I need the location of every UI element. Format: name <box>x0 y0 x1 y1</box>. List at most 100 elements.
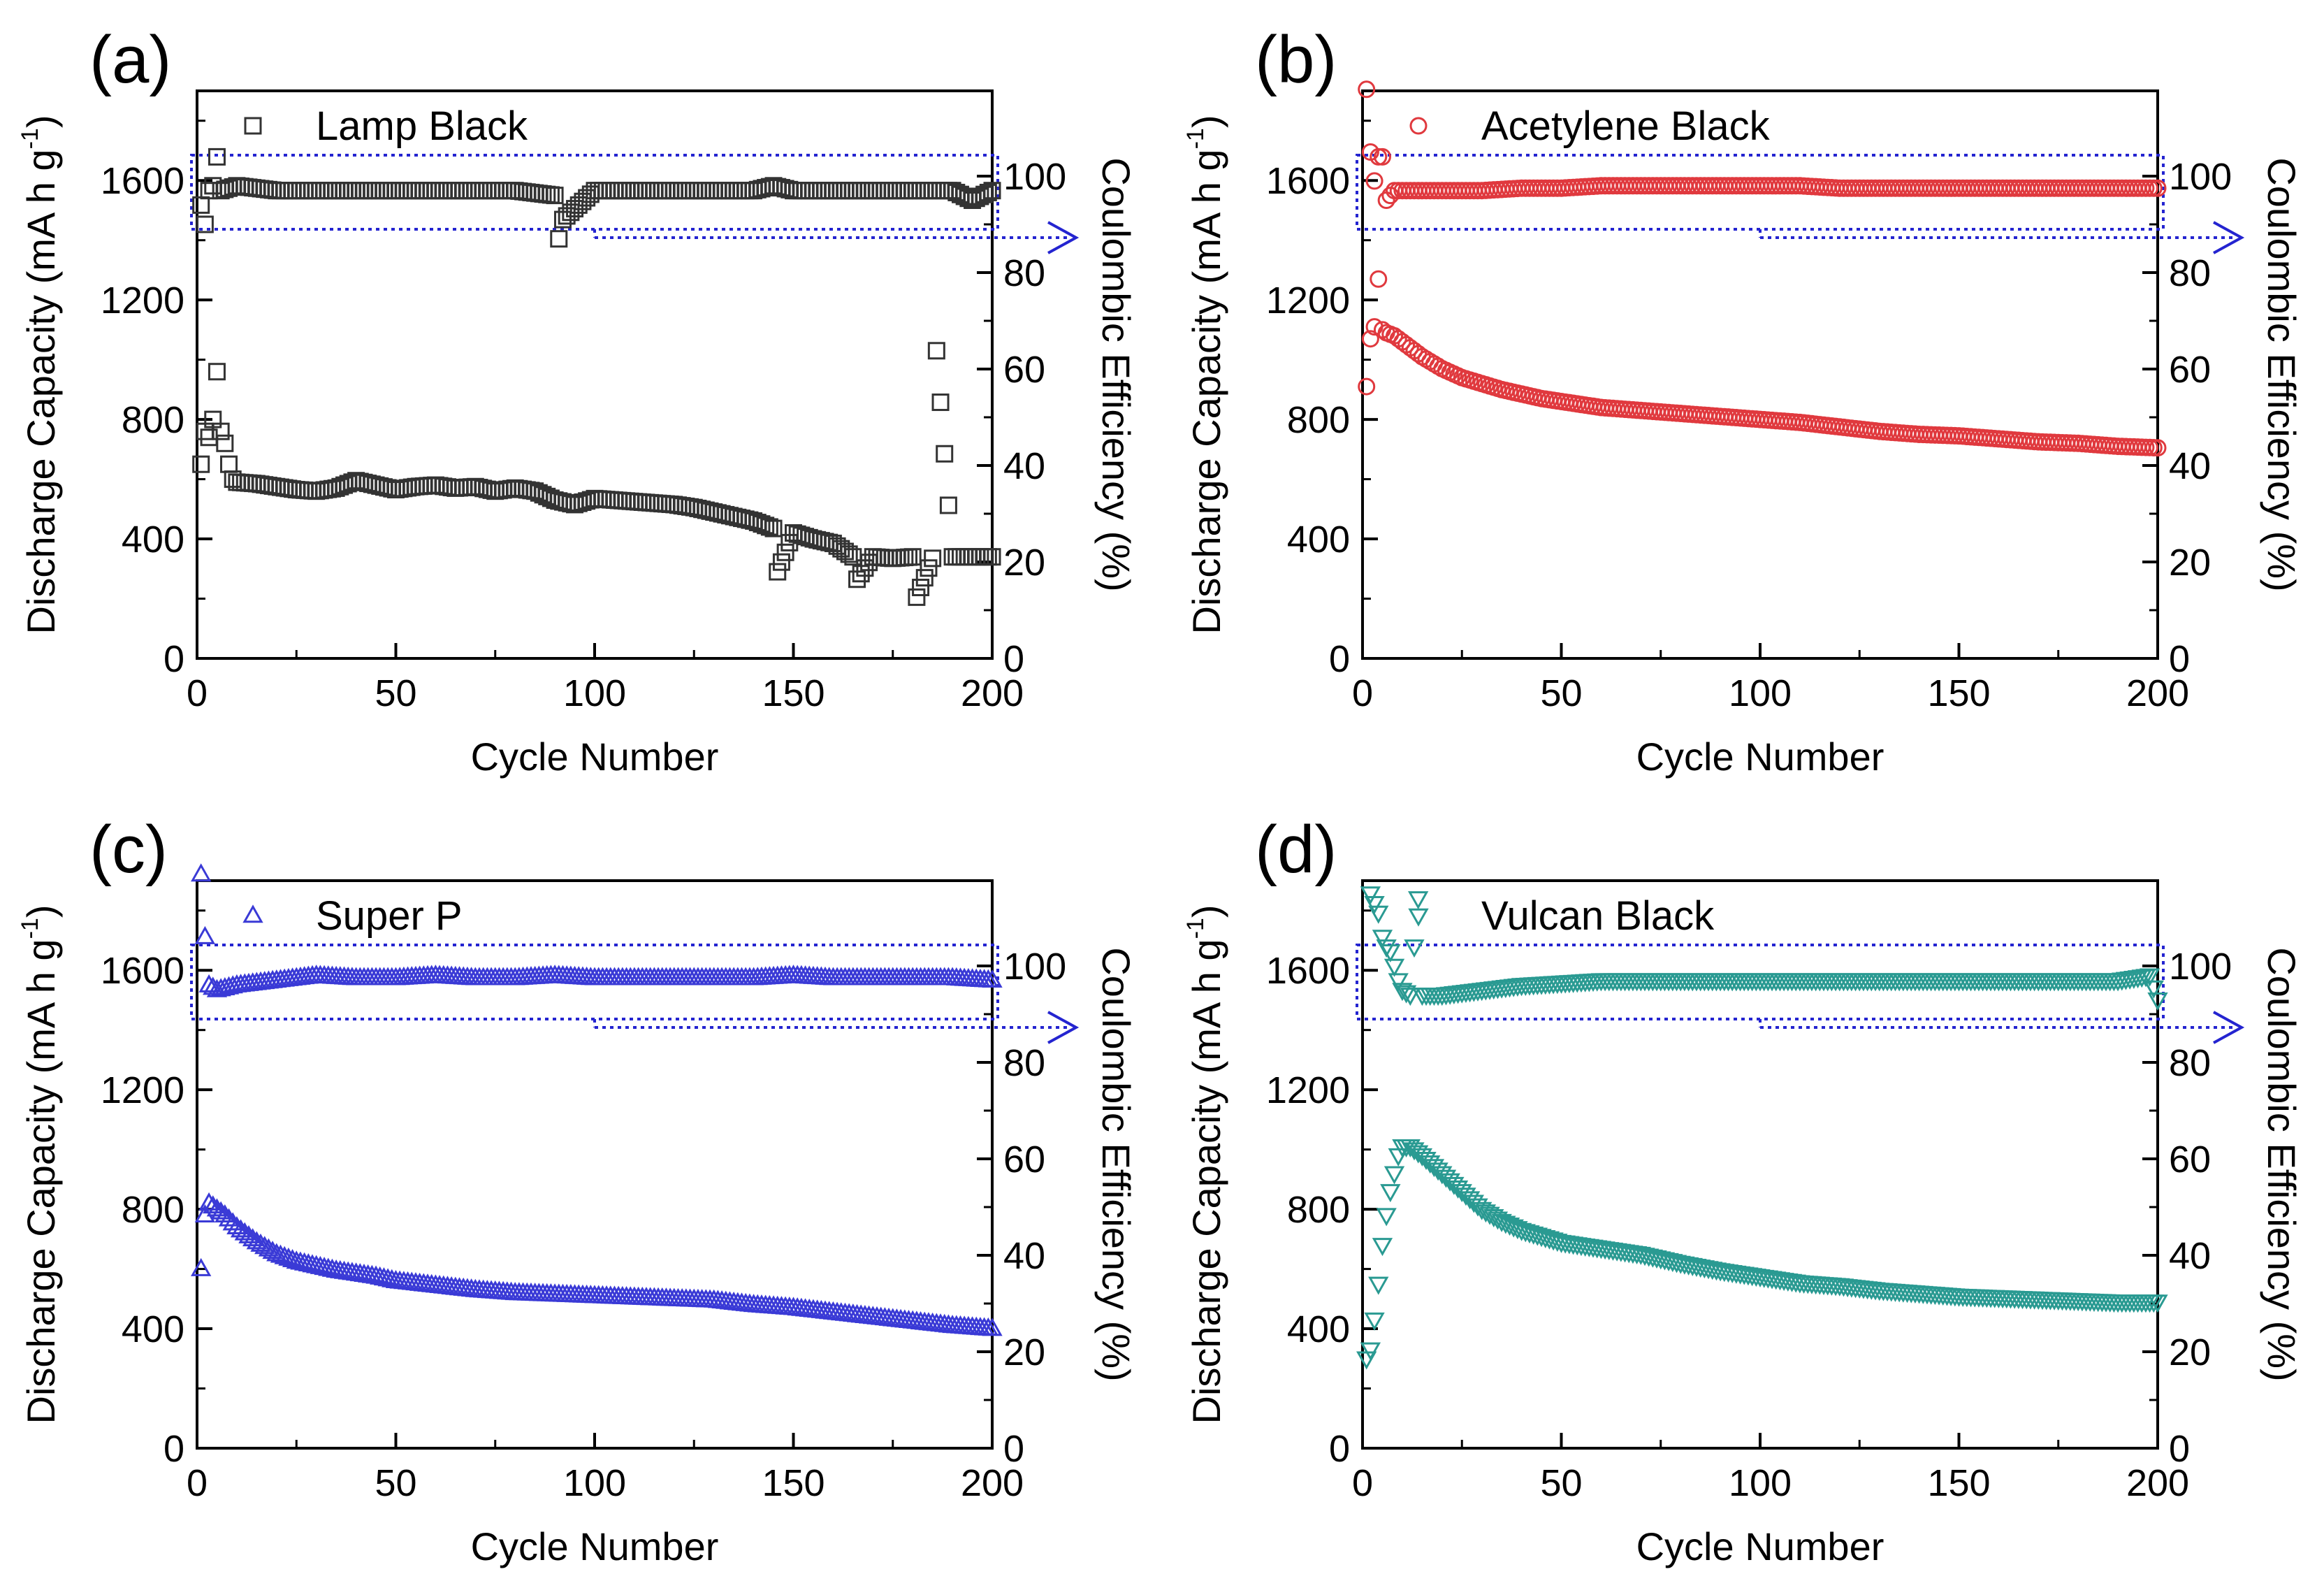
y-axis-title-main: Discharge Capacity (mA h g <box>1184 149 1228 634</box>
capacity-point <box>242 1228 263 1247</box>
y-tick-label: 0 <box>1329 638 1350 680</box>
ce-point <box>2147 992 2168 1011</box>
capacity-point <box>931 394 950 412</box>
y2-tick-label: 0 <box>2169 638 2190 680</box>
ce-point <box>192 196 210 214</box>
ce-point <box>1404 939 1425 958</box>
ce-point <box>1395 985 1417 1004</box>
capacity-point <box>760 518 778 536</box>
x-axis-title: Cycle Number <box>1636 1524 1884 1568</box>
capacity-point <box>1364 1312 1385 1331</box>
panel-label: (b) <box>1255 22 1337 97</box>
capacity-point <box>206 1198 228 1217</box>
y2-tick-label: 100 <box>1003 946 1066 988</box>
ce-arrow-head <box>1047 221 1080 254</box>
y2-tick-label: 20 <box>1003 542 1045 584</box>
capacity-point <box>1539 1231 1560 1250</box>
capacity-point <box>908 588 926 606</box>
ce-point <box>1373 147 1391 166</box>
y-tick-label: 0 <box>164 1428 184 1470</box>
y2-tick-label: 20 <box>2169 542 2211 584</box>
capacity-point <box>208 363 226 381</box>
ce-point <box>200 182 218 200</box>
data-points <box>1356 886 2168 1370</box>
capacity-point <box>1527 1227 1548 1246</box>
x-tick-label: 100 <box>563 1462 626 1504</box>
capacity-point <box>1509 384 1527 402</box>
capacity-point <box>1376 1208 1397 1227</box>
capacity-point <box>212 422 230 440</box>
x-tick-label: 200 <box>961 1462 1024 1504</box>
capacity-point <box>769 563 787 581</box>
y2-tick-label: 0 <box>1003 1428 1024 1470</box>
ce-point <box>1383 958 1405 977</box>
y-axis-title-sup: -1 <box>17 128 43 149</box>
ce-point <box>2143 980 2164 999</box>
capacity-point <box>2143 1294 2164 1313</box>
ce-arrow-head <box>2213 1011 2245 1044</box>
y-tick-label: 800 <box>122 399 184 441</box>
y2-tick-label: 0 <box>2169 1428 2190 1470</box>
capacity-point <box>192 455 210 473</box>
capacity-point <box>220 455 238 473</box>
ce-point <box>1392 983 1413 1002</box>
y2-tick-label: 80 <box>2169 1042 2211 1084</box>
y2-tick-label: 60 <box>2169 349 2211 391</box>
chart-panel-c: (c) 0 400 800 1200 1600 0 20 40 60 80 100 0 50 100 150 2… <box>17 812 1138 1568</box>
capacity-point <box>927 342 945 360</box>
x-tick-label: 200 <box>2126 672 2189 714</box>
capacity-point <box>1543 1232 1564 1251</box>
ce-point <box>978 969 998 988</box>
x-tick-label: 100 <box>563 672 626 714</box>
capacity-point <box>776 543 794 561</box>
capacity-point <box>1511 1222 1532 1241</box>
y2-tick-label: 20 <box>2169 1331 2211 1373</box>
x-axis-title: Cycle Number <box>1636 735 1884 779</box>
y-axis-title-close: ) <box>1184 905 1228 918</box>
ce-point <box>975 185 994 203</box>
y-axis-title-sup: -1 <box>1182 128 1209 149</box>
capacity-point <box>1469 373 1487 391</box>
legend-marker <box>1408 908 1429 927</box>
y-axis-title-main: Discharge Capacity (mA h g <box>19 149 63 634</box>
y2-tick-label: 60 <box>2169 1139 2211 1181</box>
y-tick-label: 800 <box>122 1189 184 1231</box>
ce-point <box>222 975 243 994</box>
y2-tick-label: 40 <box>2169 1235 2211 1277</box>
y2-tick-label: 100 <box>2169 156 2232 198</box>
x-tick-label: 150 <box>762 672 825 714</box>
x-tick-label: 0 <box>187 672 208 714</box>
capacity-point <box>1626 1246 1648 1265</box>
ce-arrow-head <box>1047 1011 1080 1044</box>
x-tick-label: 100 <box>1729 1462 1792 1504</box>
capacity-point <box>920 559 938 577</box>
capacity-point <box>1423 1159 1445 1178</box>
capacity-point <box>1488 380 1506 398</box>
chart-panel-a: (a) 0 400 800 1200 1600 0 20 40 60 80 100 0 50 100 150 2… <box>17 22 1138 779</box>
capacity-point <box>936 445 954 463</box>
y2-tick-label: 40 <box>1003 445 1045 487</box>
ce-point <box>1400 988 1421 1006</box>
y-axis-title-close: ) <box>19 905 63 918</box>
ce-point <box>542 186 560 204</box>
y-tick-label: 1600 <box>1266 160 1350 202</box>
x-tick-label: 200 <box>961 672 1024 714</box>
capacity-point <box>246 1231 268 1250</box>
x-tick-label: 150 <box>1927 1462 1990 1504</box>
x-axis-title: Cycle Number <box>471 735 719 779</box>
capacity-point <box>757 517 775 535</box>
y2-tick-label: 60 <box>1003 349 1045 391</box>
panel-label: (d) <box>1255 812 1337 887</box>
chart-panel-b: (b) 0 400 800 1200 1600 0 20 40 60 80 100 0 50 100 150 2… <box>1182 22 2304 779</box>
x-tick-label: 150 <box>762 1462 825 1504</box>
capacity-point <box>222 1212 243 1231</box>
x-tick-label: 50 <box>375 672 416 714</box>
legend-marker <box>242 904 263 923</box>
data-points <box>191 863 1003 1336</box>
capacity-point <box>1380 1184 1401 1203</box>
capacity-point <box>772 553 790 571</box>
ce-point <box>1364 896 1385 915</box>
y2-tick-label: 100 <box>2169 946 2232 988</box>
ce-point <box>1360 886 1381 905</box>
